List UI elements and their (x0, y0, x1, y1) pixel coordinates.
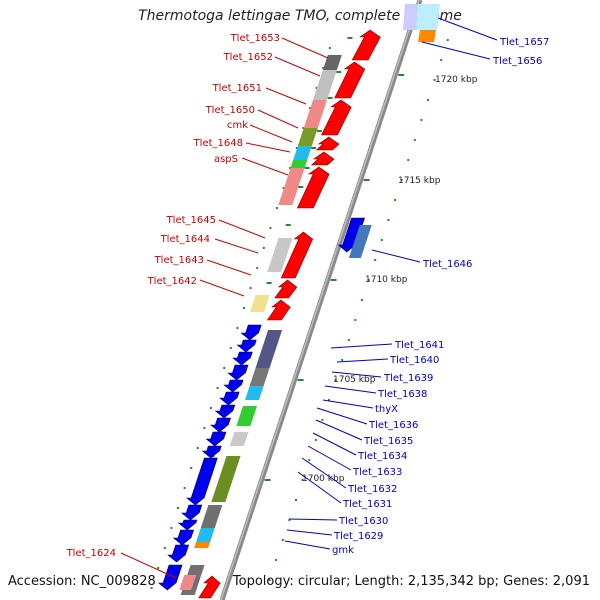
gene-feature (296, 166, 330, 209)
gene-label[interactable]: Tlet_1633 (352, 467, 402, 478)
gene-label[interactable]: Tlet_1640 (389, 355, 439, 366)
gene-label[interactable]: Tlet_1638 (377, 389, 427, 400)
gene-label[interactable]: Tlet_1644 (160, 234, 210, 245)
gene-label[interactable]: Tlet_1631 (342, 499, 392, 510)
gene-label[interactable]: Tlet_1652 (223, 52, 273, 63)
gene-feature (214, 404, 236, 419)
gene-feature (186, 457, 218, 506)
gene-feature (223, 379, 244, 393)
gene-feature (211, 456, 241, 502)
map-title: Thermotoga lettingae TMO, complete genom… (138, 8, 462, 24)
gene-feature (348, 225, 372, 258)
gene-label[interactable]: Tlet_1632 (347, 484, 397, 495)
scale-label: 1715 kbp (398, 176, 441, 186)
gene-label[interactable]: Tlet_1624 (66, 548, 116, 559)
backbone-line (219, 0, 423, 600)
gene-feature (177, 519, 198, 531)
gene-feature (322, 55, 342, 70)
gene-feature (200, 505, 223, 528)
gene-feature (194, 542, 211, 548)
gene-label[interactable]: Tlet_1630 (338, 516, 388, 527)
gene-label[interactable]: Tlet_1636 (368, 420, 418, 431)
gene-feature (334, 61, 366, 99)
gene-label[interactable]: aspS (214, 154, 238, 165)
scale-labels: 1720 kbp 1715 kbp 1710 kbp 1705 kbp 1700… (302, 75, 478, 484)
gene-label[interactable]: Tlet_1635 (363, 436, 413, 447)
gene-feature (181, 504, 203, 521)
gene-feature (418, 30, 436, 42)
gene-label[interactable]: Tlet_1650 (205, 105, 255, 116)
gene-feature (240, 324, 262, 341)
gene-label[interactable]: Tlet_1643 (154, 255, 204, 266)
gene-feature (196, 528, 215, 542)
gene-label[interactable]: Tlet_1656 (492, 56, 542, 67)
gene-feature (274, 279, 298, 299)
genome-summary-text: Topology: circular; Length: 2,135,342 bp… (232, 574, 590, 589)
gene-feature (236, 406, 258, 426)
gene-feature (280, 231, 314, 279)
gene-label[interactable]: Tlet_1642 (147, 276, 197, 287)
gene-feature (293, 146, 312, 160)
forward-gene-labels: Tlet_1653 Tlet_1652 Tlet_1651 Tlet_1650 … (66, 33, 280, 559)
scale-label: 1710 kbp (365, 275, 408, 285)
gene-feature (320, 99, 352, 136)
gene-feature (245, 386, 264, 400)
gene-feature (266, 299, 291, 321)
gene-label[interactable]: Tlet_1653 (230, 33, 280, 44)
gene-feature (201, 445, 222, 459)
gene-feature (249, 368, 270, 386)
gene-feature (205, 431, 227, 447)
gene-feature (198, 575, 221, 599)
gene-feature (157, 564, 183, 591)
gene-label[interactable]: Tlet_1646 (422, 259, 472, 270)
gene-feature (167, 544, 190, 563)
gene-feature (313, 70, 337, 100)
gene-label[interactable]: cmk (227, 120, 248, 131)
gene-feature (250, 295, 270, 312)
reverse-gene-labels: Tlet_1657 Tlet_1656 Tlet_1646 Tlet_1641 … (332, 37, 549, 556)
gene-feature (310, 151, 335, 166)
gene-feature (337, 217, 365, 253)
gene-feature (303, 100, 327, 128)
gene-label[interactable]: Tlet_1651 (212, 83, 262, 94)
gene-features (157, 4, 440, 599)
gene-feature (267, 238, 293, 272)
scale-label: 1705 kbp (333, 375, 376, 385)
scale-label: 1700 kbp (302, 474, 345, 484)
gene-feature (403, 4, 420, 30)
gene-label[interactable]: Tlet_1629 (333, 531, 383, 542)
gene-label[interactable]: gmk (332, 545, 354, 556)
gene-feature (179, 575, 197, 590)
gene-label[interactable]: Tlet_1648 (193, 138, 243, 149)
gene-feature (351, 29, 381, 61)
gene-label[interactable]: Tlet_1641 (394, 340, 444, 351)
gene-feature (227, 364, 249, 381)
gene-feature (255, 330, 283, 368)
gene-feature (236, 339, 257, 353)
gene-feature (210, 417, 231, 433)
gene-feature (229, 432, 249, 446)
scale-label: 1720 kbp (435, 75, 478, 85)
gene-label[interactable]: Tlet_1645 (166, 215, 216, 226)
gene-feature (416, 4, 440, 30)
gene-feature (278, 168, 305, 205)
gene-feature (219, 391, 240, 406)
gene-feature (232, 351, 253, 366)
gene-label[interactable]: Tlet_1639 (383, 373, 433, 384)
gene-feature (297, 128, 318, 146)
gene-feature (172, 529, 195, 546)
label-leader-lines (120, 17, 498, 579)
gene-label[interactable]: thyX (375, 404, 398, 415)
accession-text: Accession: NC_009828 (8, 574, 156, 589)
gene-label[interactable]: Tlet_1657 (499, 37, 549, 48)
gene-feature (315, 136, 340, 151)
gene-label[interactable]: Tlet_1634 (357, 451, 407, 462)
gene-feature (290, 160, 308, 168)
